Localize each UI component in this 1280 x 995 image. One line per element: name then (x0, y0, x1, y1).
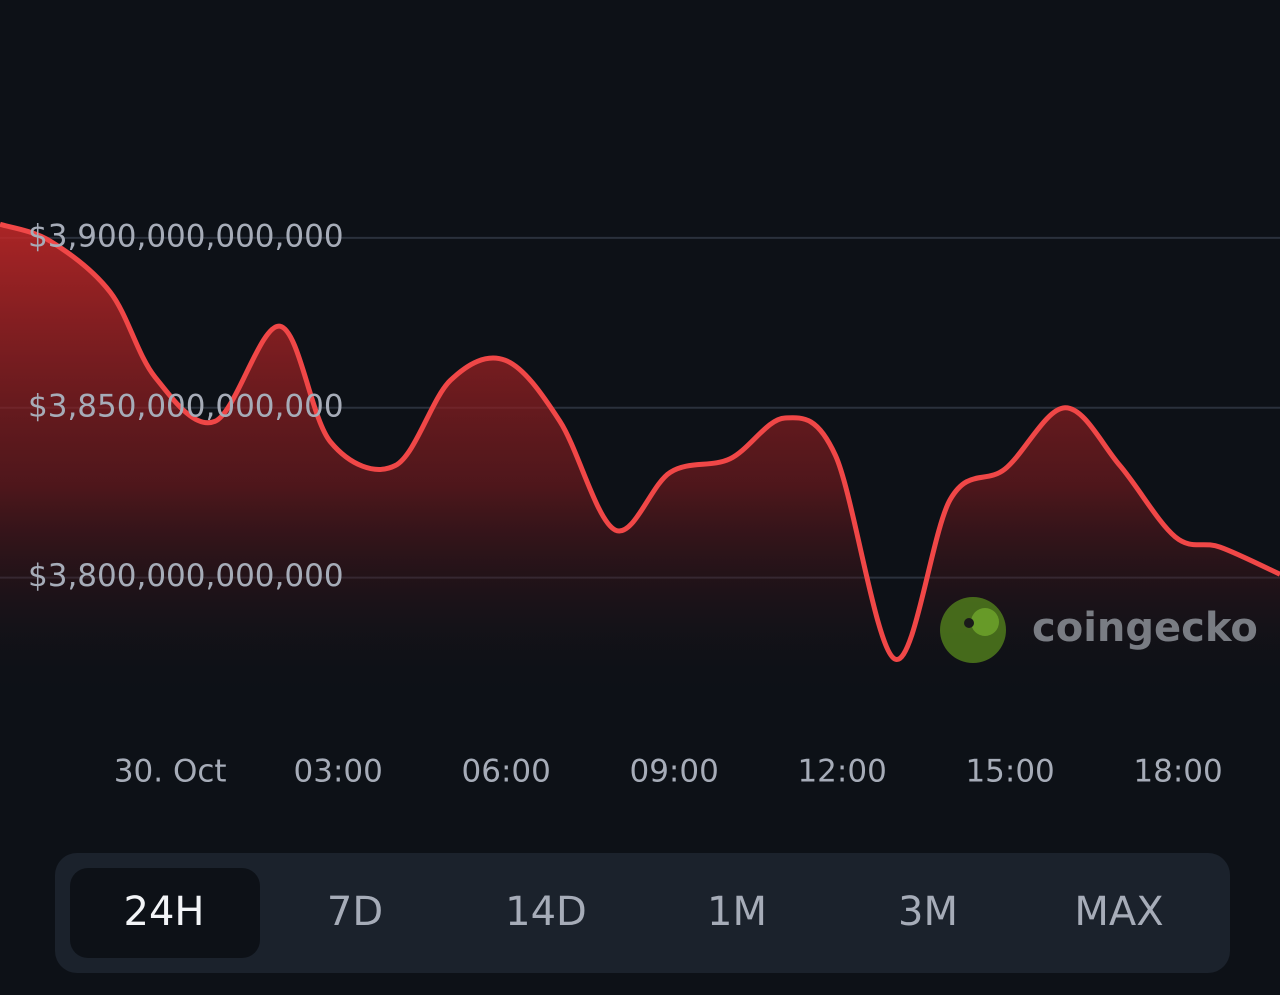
range-button[interactable]: 14D (505, 889, 587, 935)
range-button-selected[interactable] (70, 868, 260, 958)
y-labels: $3,800,000,000,000 $3,850,000,000,000 $3,9… (28, 218, 344, 594)
x-tick-label: 15:00 (965, 754, 1054, 790)
watermark: coingecko (940, 597, 1258, 663)
x-tick-label: 09:00 (629, 754, 718, 790)
y-tick-label: $3,850,000,000,000 (28, 388, 344, 424)
range-button[interactable]: 24H (124, 889, 205, 935)
watermark-text: coingecko (1032, 605, 1258, 651)
watermark-logo-eye (964, 618, 974, 628)
y-tick-label: $3,800,000,000,000 (28, 558, 344, 594)
x-tick-label: 12:00 (797, 754, 886, 790)
x-tick-label: 03:00 (294, 754, 383, 790)
plot (0, 221, 1280, 700)
range-selector (55, 853, 1230, 973)
range-button[interactable]: MAX (1074, 889, 1163, 935)
range-button[interactable]: 3M (898, 889, 958, 935)
range-button[interactable]: 7D (327, 889, 383, 935)
line (0, 221, 1280, 662)
range-button[interactable]: 1M (707, 889, 767, 935)
x-labels: 30. Oct 03:00 06:00 09:00 12:00 15:00 18:00 (114, 754, 1223, 790)
y-tick-label: $3,900,000,000,000 (28, 218, 344, 254)
x-tick-label: 30. Oct (114, 754, 227, 790)
x-tick-label: 06:00 (462, 754, 551, 790)
area (0, 224, 1280, 700)
x-tick-label: 18:00 (1133, 754, 1222, 790)
range-buttons: 24H 7D 14D 1M 3M MAX (70, 868, 1164, 958)
watermark-logo-head (971, 608, 999, 636)
